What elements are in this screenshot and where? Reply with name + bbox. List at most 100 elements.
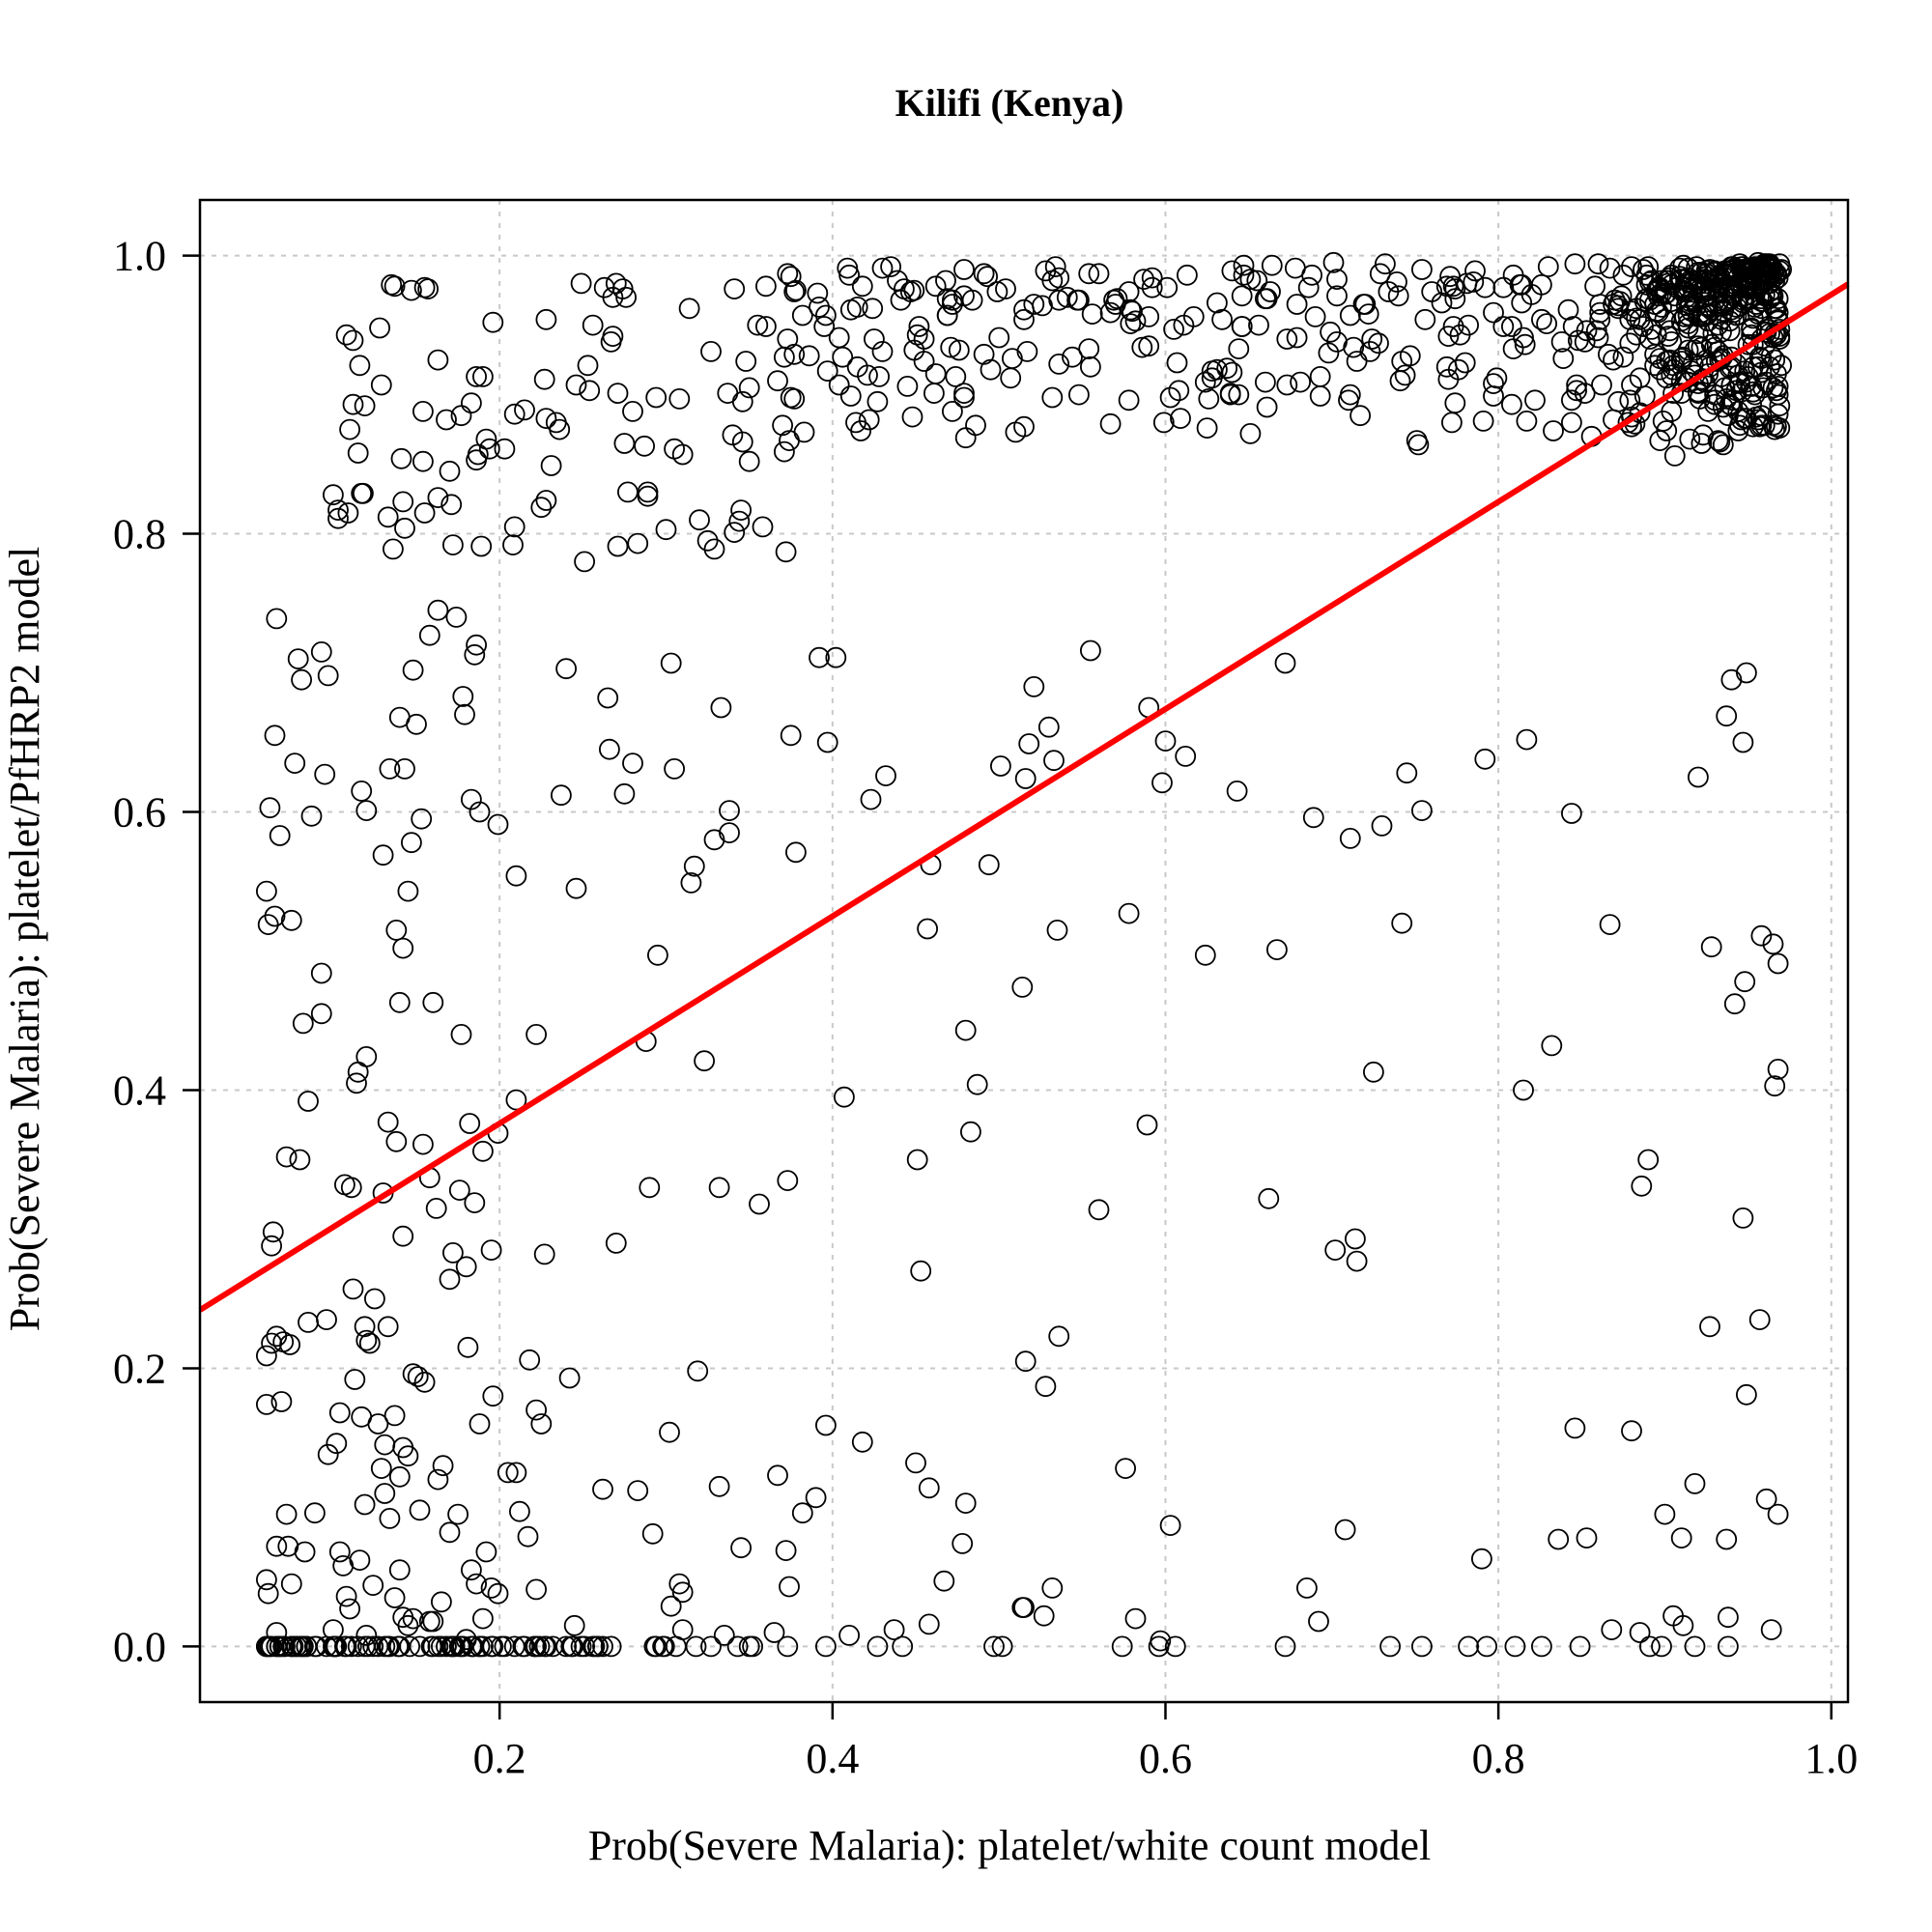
data-point — [838, 1625, 860, 1646]
data-point — [351, 781, 373, 802]
data-point — [1014, 768, 1037, 789]
data-point — [1767, 952, 1789, 975]
data-point — [1035, 260, 1057, 282]
data-point — [427, 349, 449, 371]
data-point — [1379, 1635, 1401, 1658]
data-point — [936, 304, 958, 327]
data-point — [447, 1503, 469, 1525]
data-point — [945, 365, 967, 387]
data-point — [1599, 257, 1621, 279]
data-point — [377, 1316, 399, 1338]
data-point — [637, 485, 659, 507]
data-point — [680, 872, 702, 894]
data-point — [282, 1635, 304, 1658]
data-point — [875, 765, 896, 786]
data-point — [1387, 285, 1409, 307]
data-point — [978, 854, 1000, 876]
data-point — [1720, 298, 1743, 321]
y-tick-label: 1.0 — [113, 233, 166, 280]
data-point — [664, 758, 685, 780]
data-point — [392, 491, 414, 513]
data-point — [255, 880, 277, 902]
data-point — [1598, 343, 1619, 365]
data-point — [487, 1582, 509, 1605]
data-point — [713, 1625, 735, 1646]
data-point — [402, 1607, 424, 1630]
data-point — [687, 1360, 709, 1382]
data-point — [445, 607, 468, 628]
data-point — [1141, 276, 1163, 298]
data-point — [653, 1635, 675, 1658]
data-point — [535, 490, 557, 511]
data-point — [1233, 264, 1255, 286]
data-point — [1023, 676, 1045, 697]
data-point — [289, 1149, 311, 1171]
data-point — [1483, 385, 1504, 407]
data-point — [1447, 358, 1469, 381]
data-point — [339, 418, 361, 440]
data-point — [1033, 1605, 1055, 1627]
data-point — [397, 880, 419, 902]
data-point — [1363, 1061, 1384, 1083]
data-point — [809, 646, 830, 668]
data-point — [347, 1061, 369, 1083]
data-point — [777, 1635, 799, 1658]
data-point — [340, 1635, 362, 1658]
data-point — [436, 1635, 457, 1658]
data-point — [783, 343, 806, 365]
data-point — [1014, 1350, 1037, 1373]
data-point — [905, 1452, 926, 1474]
data-point — [1111, 1635, 1133, 1658]
data-point — [913, 328, 935, 350]
data-point — [310, 641, 332, 663]
data-point — [1156, 276, 1179, 298]
x-axis-ticks: 0.2 0.4 0.6 0.8 1.0 — [473, 1702, 1858, 1782]
data-point — [1750, 361, 1773, 384]
data-point — [607, 535, 629, 557]
data-point — [1018, 733, 1040, 754]
data-point — [467, 443, 489, 466]
data-point — [1635, 264, 1658, 286]
data-point — [255, 1394, 277, 1415]
data-point — [519, 1349, 541, 1371]
data-point — [316, 1309, 337, 1330]
data-point — [374, 1434, 396, 1456]
data-point — [1764, 298, 1786, 320]
data-point — [402, 659, 424, 681]
data-point — [1343, 336, 1365, 358]
data-point — [1759, 288, 1780, 310]
data-point — [738, 450, 760, 472]
data-point — [540, 455, 562, 476]
data-point — [382, 538, 404, 560]
data-point — [1286, 294, 1308, 315]
data-point — [450, 1024, 472, 1045]
data-point — [339, 1598, 361, 1620]
data-point — [335, 324, 357, 346]
data-point — [1629, 1622, 1651, 1643]
data-point — [369, 317, 391, 339]
data-point — [384, 1405, 406, 1427]
data-point — [1552, 348, 1575, 370]
data-point — [1637, 256, 1660, 278]
data-point — [1120, 298, 1142, 321]
data-point — [1621, 1420, 1642, 1442]
plot-frame — [198, 198, 1850, 1704]
data-point — [1231, 285, 1253, 307]
data-point — [1471, 1548, 1492, 1570]
data-point — [637, 481, 659, 503]
data-point — [728, 510, 751, 532]
data-point — [643, 1635, 666, 1658]
data-point — [351, 482, 373, 504]
data-point — [1211, 308, 1233, 330]
data-point — [617, 481, 639, 503]
data-point — [349, 355, 371, 377]
data-point — [535, 408, 557, 430]
data-point — [599, 738, 620, 760]
data-point — [1444, 278, 1466, 300]
data-point — [1587, 253, 1609, 275]
data-point — [1718, 1606, 1739, 1629]
data-point — [264, 724, 286, 747]
data-point — [710, 696, 732, 719]
data-point — [1720, 668, 1743, 691]
data-point — [639, 1177, 661, 1199]
